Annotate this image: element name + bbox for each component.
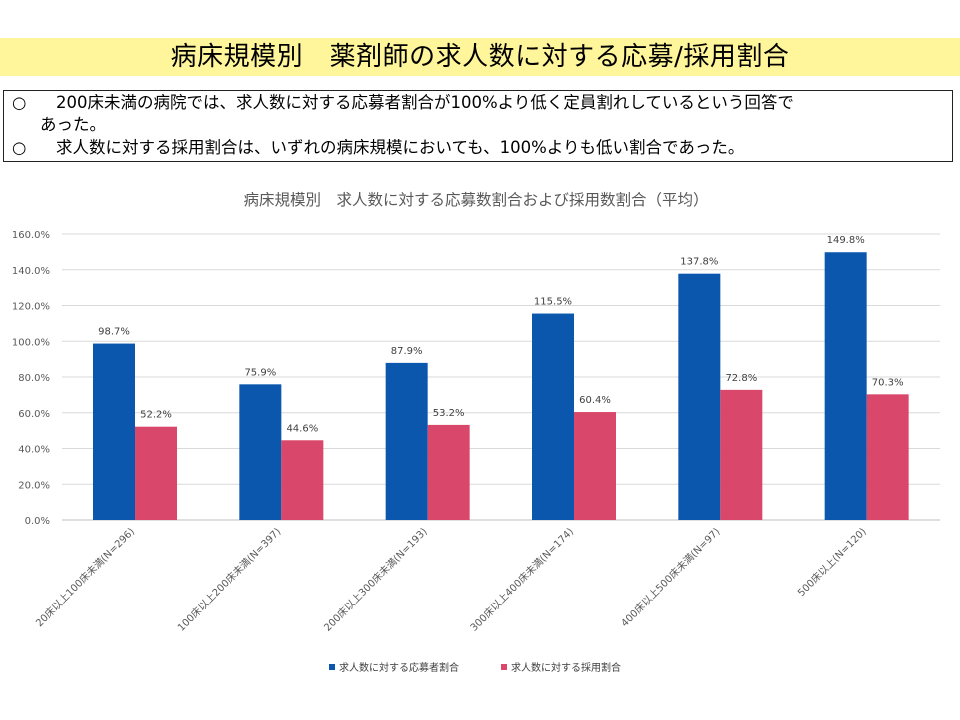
- legend-label: 求人数に対する採用割合: [511, 661, 621, 674]
- data-label: 115.5%: [534, 297, 572, 308]
- data-label: 137.8%: [680, 257, 718, 268]
- bullet-mark: ○: [12, 93, 27, 112]
- y-tick-label: 80.0%: [18, 373, 50, 384]
- data-label: 44.6%: [286, 423, 318, 434]
- y-tick-label: 140.0%: [12, 266, 50, 277]
- bar-hire-ratio: [574, 412, 616, 520]
- x-category-label: 100床以上200床未満(N=397): [175, 525, 284, 634]
- x-category-label: 200床以上300床未満(N=193): [321, 525, 430, 634]
- x-category-label: 400床以上500床未満(N=97): [618, 525, 722, 629]
- summary-bullet-1: ○ 200床未満の病院では、求人数に対する応募者割合が100%より低く定員割れして…: [12, 92, 794, 114]
- chart-title: 病床規模別 求人数に対する応募数割合および採用数割合（平均）: [243, 191, 708, 209]
- legend-swatch: [329, 664, 335, 670]
- data-label: 98.7%: [98, 327, 130, 338]
- data-label: 53.2%: [433, 408, 465, 419]
- data-label: 87.9%: [391, 346, 423, 357]
- bullet-1-line-1: 200床未満の病院では、求人数に対する応募者割合が100%より低く定員割れしてい…: [56, 93, 794, 112]
- y-tick-label: 20.0%: [18, 480, 50, 491]
- legend-swatch: [501, 664, 507, 670]
- y-tick-label: 120.0%: [12, 302, 50, 313]
- y-tick-label: 160.0%: [12, 230, 50, 241]
- bar-hire-ratio: [135, 426, 177, 520]
- legend-label: 求人数に対する応募者割合: [339, 661, 459, 674]
- y-tick-label: 0.0%: [25, 516, 50, 527]
- data-label: 72.8%: [725, 373, 757, 384]
- y-tick-label: 60.0%: [18, 409, 50, 420]
- data-label: 149.8%: [827, 235, 865, 246]
- data-label: 52.2%: [140, 410, 172, 421]
- bar-applicant-ratio: [93, 343, 135, 520]
- summary-box: ○ 200床未満の病院では、求人数に対する応募者割合が100%より低く定員割れして…: [3, 90, 953, 162]
- y-tick-label: 40.0%: [18, 445, 50, 456]
- bar-hire-ratio: [427, 424, 470, 520]
- bullet-mark: ○: [12, 138, 27, 157]
- bar-applicant-ratio: [385, 362, 428, 520]
- bullet-1-line-2: あった。: [40, 115, 106, 134]
- data-label: 70.3%: [872, 377, 904, 388]
- x-category-label: 20床以上100床未満(N=296): [33, 525, 137, 629]
- bar-applicant-ratio: [532, 313, 574, 520]
- data-label: 75.9%: [244, 367, 276, 378]
- bar-applicant-ratio: [678, 273, 721, 520]
- y-tick-label: 100.0%: [12, 337, 50, 348]
- title-band: [0, 38, 960, 76]
- data-label: 60.4%: [579, 395, 611, 406]
- bullet-2-line-1: 求人数に対する採用割合は、いずれの病床規模においても、100%よりも低い割合であ…: [56, 138, 745, 157]
- x-category-label: 500床以上(N=120): [795, 525, 869, 599]
- bar-hire-ratio: [281, 440, 324, 520]
- summary-bullet-2: ○ 求人数に対する採用割合は、いずれの病床規模においても、100%よりも低い割合で…: [12, 137, 744, 159]
- slide-title: 病床規模別 薬剤師の求人数に対する応募/採用割合: [170, 42, 790, 72]
- bar-applicant-ratio: [239, 384, 282, 520]
- bar-applicant-ratio: [824, 252, 867, 521]
- bar-hire-ratio: [720, 389, 763, 520]
- x-category-label: 300床以上400床未満(N=174): [467, 525, 576, 634]
- bar-hire-ratio: [866, 394, 909, 520]
